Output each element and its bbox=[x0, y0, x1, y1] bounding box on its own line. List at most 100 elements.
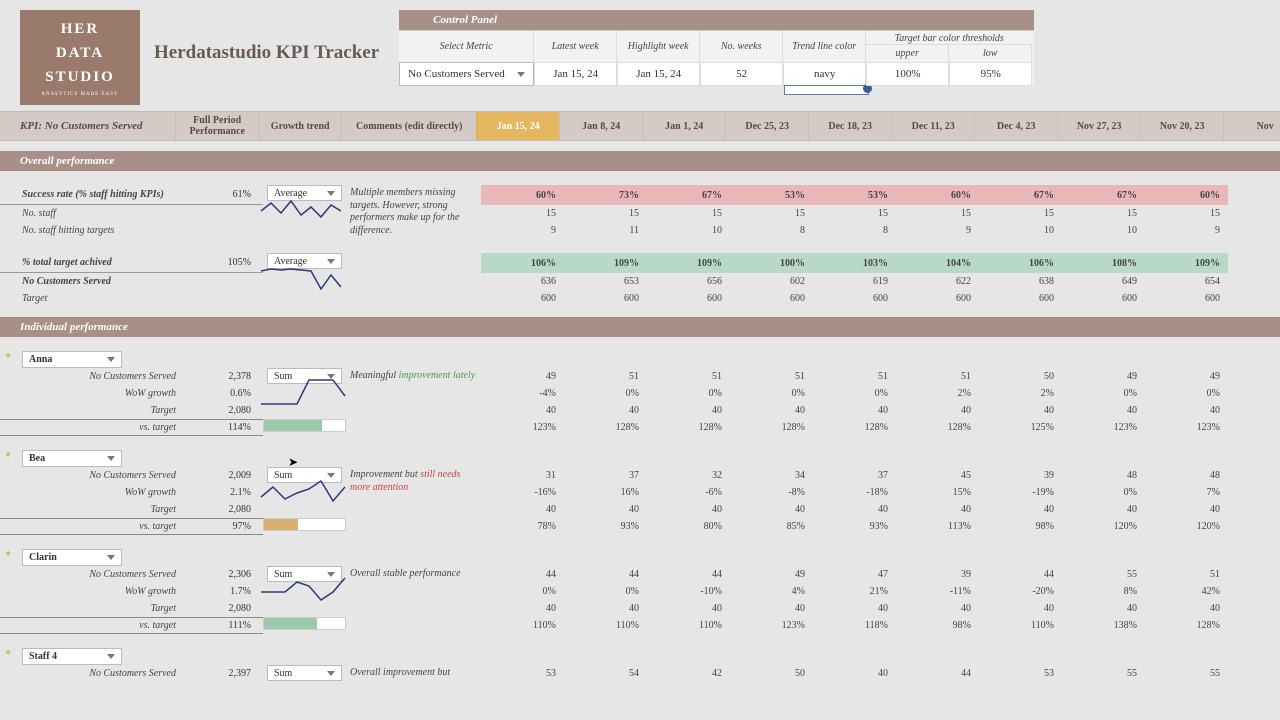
data-cell: 638 bbox=[979, 273, 1062, 290]
comment-cell[interactable] bbox=[346, 501, 481, 518]
data-cell: 60% bbox=[896, 185, 979, 205]
data-cell: -11% bbox=[896, 583, 979, 600]
data-cell: 40 bbox=[896, 402, 979, 419]
data-cell: -10% bbox=[647, 583, 730, 600]
date-header[interactable]: Jan 1, 24 bbox=[642, 112, 725, 140]
comment-cell[interactable]: Meaningful improvement lately bbox=[346, 368, 481, 385]
upper-threshold-input[interactable]: 100% bbox=[866, 62, 949, 86]
color-slider[interactable] bbox=[784, 85, 869, 95]
comment-cell[interactable] bbox=[346, 583, 481, 600]
comment-cell[interactable] bbox=[346, 518, 481, 535]
date-header[interactable]: Jan 8, 24 bbox=[559, 112, 642, 140]
data-cell: 103% bbox=[813, 253, 896, 273]
data-cell: 600 bbox=[481, 290, 564, 307]
date-header[interactable]: Nov 27, 23 bbox=[1057, 112, 1140, 140]
data-cell: 40 bbox=[896, 600, 979, 617]
data-cell: 45 bbox=[896, 467, 979, 484]
data-cell: 40 bbox=[1062, 501, 1145, 518]
cp-latest-label: Latest week bbox=[534, 31, 617, 62]
metric-label: No Customers Served bbox=[0, 467, 180, 484]
data-cell: 44 bbox=[979, 566, 1062, 583]
data-cell: 44 bbox=[481, 566, 564, 583]
data-cell: 40 bbox=[730, 501, 813, 518]
data-cell: 53 bbox=[481, 665, 564, 682]
data-cell: 0% bbox=[1062, 484, 1145, 501]
overall-comment[interactable]: Multiple members missing targets. Howeve… bbox=[346, 185, 481, 205]
ncs-label: No Customers Served bbox=[0, 273, 180, 290]
no-weeks-input[interactable]: 52 bbox=[700, 62, 783, 86]
metric-select[interactable]: No Customers Served bbox=[399, 62, 534, 86]
data-cell: 40 bbox=[1062, 600, 1145, 617]
date-header[interactable]: Nov bbox=[1223, 112, 1280, 140]
summary-value: 1.7% bbox=[180, 583, 263, 600]
person-select[interactable]: Clarin bbox=[22, 549, 122, 566]
data-cell: 55 bbox=[1062, 665, 1145, 682]
comment-cell[interactable] bbox=[346, 419, 481, 436]
data-cell: 138% bbox=[1062, 617, 1145, 634]
col-growth: Growth trend bbox=[258, 112, 341, 140]
data-cell: 123% bbox=[481, 419, 564, 436]
data-cell: 40 bbox=[979, 600, 1062, 617]
data-cell: 15% bbox=[896, 484, 979, 501]
data-cell: 49 bbox=[730, 566, 813, 583]
agg-select[interactable]: Sum bbox=[267, 665, 342, 681]
data-cell: 11 bbox=[564, 222, 647, 239]
comment-cell[interactable] bbox=[346, 385, 481, 402]
data-cell: 40 bbox=[1145, 501, 1228, 518]
data-cell: 40 bbox=[564, 600, 647, 617]
date-header[interactable]: Dec 25, 23 bbox=[725, 112, 808, 140]
date-header[interactable]: Dec 18, 23 bbox=[808, 112, 891, 140]
person-block: ✦AnnaNo Customers Served2,378SumMeaningf… bbox=[0, 351, 1280, 436]
data-cell: 118% bbox=[813, 617, 896, 634]
latest-week-input[interactable]: Jan 15, 24 bbox=[534, 62, 617, 86]
comment-cell[interactable]: Overall improvement but bbox=[346, 665, 481, 682]
person-select[interactable]: Anna bbox=[22, 351, 122, 368]
person-select[interactable]: Staff 4 bbox=[22, 648, 122, 665]
data-cell: 40 bbox=[979, 402, 1062, 419]
data-cell: 40 bbox=[564, 501, 647, 518]
sparkle-icon: ✦ bbox=[4, 351, 12, 362]
data-cell: 110% bbox=[647, 617, 730, 634]
comment-cell[interactable]: Improvement but still needs more attenti… bbox=[346, 467, 481, 484]
date-header[interactable]: Nov 20, 23 bbox=[1140, 112, 1223, 140]
comment-cell[interactable] bbox=[346, 600, 481, 617]
logo-sub: ANALYTICS MADE EASY bbox=[41, 91, 118, 99]
date-header[interactable]: Dec 11, 23 bbox=[891, 112, 974, 140]
data-cell: 0% bbox=[481, 583, 564, 600]
data-cell: 40 bbox=[813, 600, 896, 617]
data-cell: 60% bbox=[481, 185, 564, 205]
comment-cell[interactable]: Overall stable performance bbox=[346, 566, 481, 583]
data-cell: 40 bbox=[481, 402, 564, 419]
date-header[interactable]: Jan 15, 24 bbox=[476, 112, 559, 140]
data-cell: 40 bbox=[813, 665, 896, 682]
summary-value: 2,080 bbox=[180, 402, 263, 419]
data-cell: 7% bbox=[1145, 484, 1228, 501]
data-cell: 39 bbox=[979, 467, 1062, 484]
trend-color-input[interactable]: navy bbox=[783, 62, 866, 86]
data-cell: 51 bbox=[896, 368, 979, 385]
cp-highlight-label: Highlight week bbox=[617, 31, 700, 62]
pct-value: 105% bbox=[180, 253, 263, 273]
data-cell: 15 bbox=[813, 205, 896, 222]
chevron-down-icon bbox=[107, 654, 115, 659]
data-cell: 15 bbox=[896, 205, 979, 222]
person-block: ✦ClarinNo Customers Served2,306SumOveral… bbox=[0, 549, 1280, 634]
comment-cell[interactable] bbox=[346, 402, 481, 419]
low-threshold-input[interactable]: 95% bbox=[949, 62, 1032, 86]
highlight-week-input[interactable]: Jan 15, 24 bbox=[617, 62, 700, 86]
comment-cell[interactable] bbox=[346, 617, 481, 634]
person-select[interactable]: Bea bbox=[22, 450, 122, 467]
chevron-down-icon bbox=[327, 671, 335, 676]
data-cell: 10 bbox=[647, 222, 730, 239]
data-cell: -8% bbox=[730, 484, 813, 501]
data-cell: 49 bbox=[481, 368, 564, 385]
cp-weeks-label: No. weeks bbox=[700, 31, 783, 62]
data-cell: 15 bbox=[730, 205, 813, 222]
data-cell: 67% bbox=[979, 185, 1062, 205]
col-comments[interactable]: Comments (edit directly) bbox=[341, 112, 476, 140]
data-cell: 649 bbox=[1062, 273, 1145, 290]
date-header[interactable]: Dec 4, 23 bbox=[974, 112, 1057, 140]
data-cell: 600 bbox=[896, 290, 979, 307]
cp-thresh-label: Target bar color thresholds bbox=[866, 31, 1032, 45]
data-cell: 653 bbox=[564, 273, 647, 290]
